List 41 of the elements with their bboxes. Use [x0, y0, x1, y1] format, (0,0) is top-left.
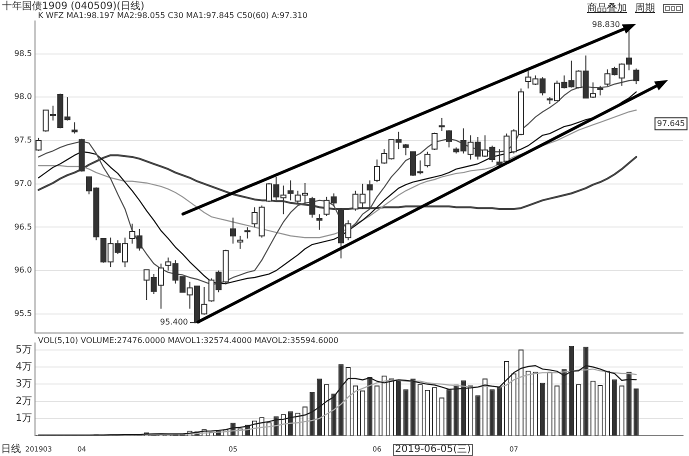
y-tick-label: 98.5: [14, 48, 32, 58]
bar: [331, 394, 336, 436]
text: 商品叠加: [587, 2, 627, 15]
bar: [460, 380, 466, 436]
chart-title: 十年国债1909 (040509)(日线): [2, 1, 144, 12]
bar: [612, 379, 618, 436]
y-tick-label: 4万: [16, 362, 32, 373]
bar: [490, 389, 495, 436]
y-tick-label: 97.5: [14, 136, 32, 145]
bar: [634, 388, 639, 436]
y-tick-label: 3万: [16, 378, 32, 390]
chart-subtitle: K WFZ MA1:98.197 MA2:98.055 C30 MA1:97.845 C50(60) A:97.310: [38, 11, 308, 20]
bar: [562, 369, 567, 436]
y-tick-label: 95.5: [14, 309, 32, 318]
bar: [396, 379, 402, 436]
annotation: 97.645: [657, 118, 685, 128]
bar: [403, 389, 408, 436]
y-tick-label: 96.0: [14, 266, 32, 275]
annotation: 98.830: [592, 20, 620, 30]
bar: [626, 372, 632, 436]
y-tick-label: 98.0: [14, 92, 32, 102]
y-tick-label: 5万: [16, 344, 32, 356]
y-tick-label: 2万: [16, 396, 32, 407]
bar: [367, 376, 372, 436]
bar: [310, 392, 315, 436]
chart-subtitle: VOL(5,10) VOLUME:27476.0000 MAVOL1:32574.4000 MAVOL2:35594.6000: [38, 336, 338, 345]
text: 周期: [635, 2, 655, 15]
bar: [540, 382, 546, 436]
annotation: 95.400: [160, 318, 188, 327]
y-tick-label: 96.5: [14, 222, 32, 232]
x-axis-title: 日线: [1, 444, 21, 455]
bar: [454, 384, 459, 436]
bar: [496, 387, 502, 436]
bar: [446, 389, 452, 436]
bar: [410, 378, 416, 436]
bar: [568, 346, 574, 436]
text: 2019-06-05(三): [393, 444, 473, 456]
bar: [475, 395, 480, 436]
y-tick-label: 97.0: [14, 178, 32, 188]
y-tick-label: 1万: [16, 413, 32, 424]
bar: [583, 346, 588, 436]
